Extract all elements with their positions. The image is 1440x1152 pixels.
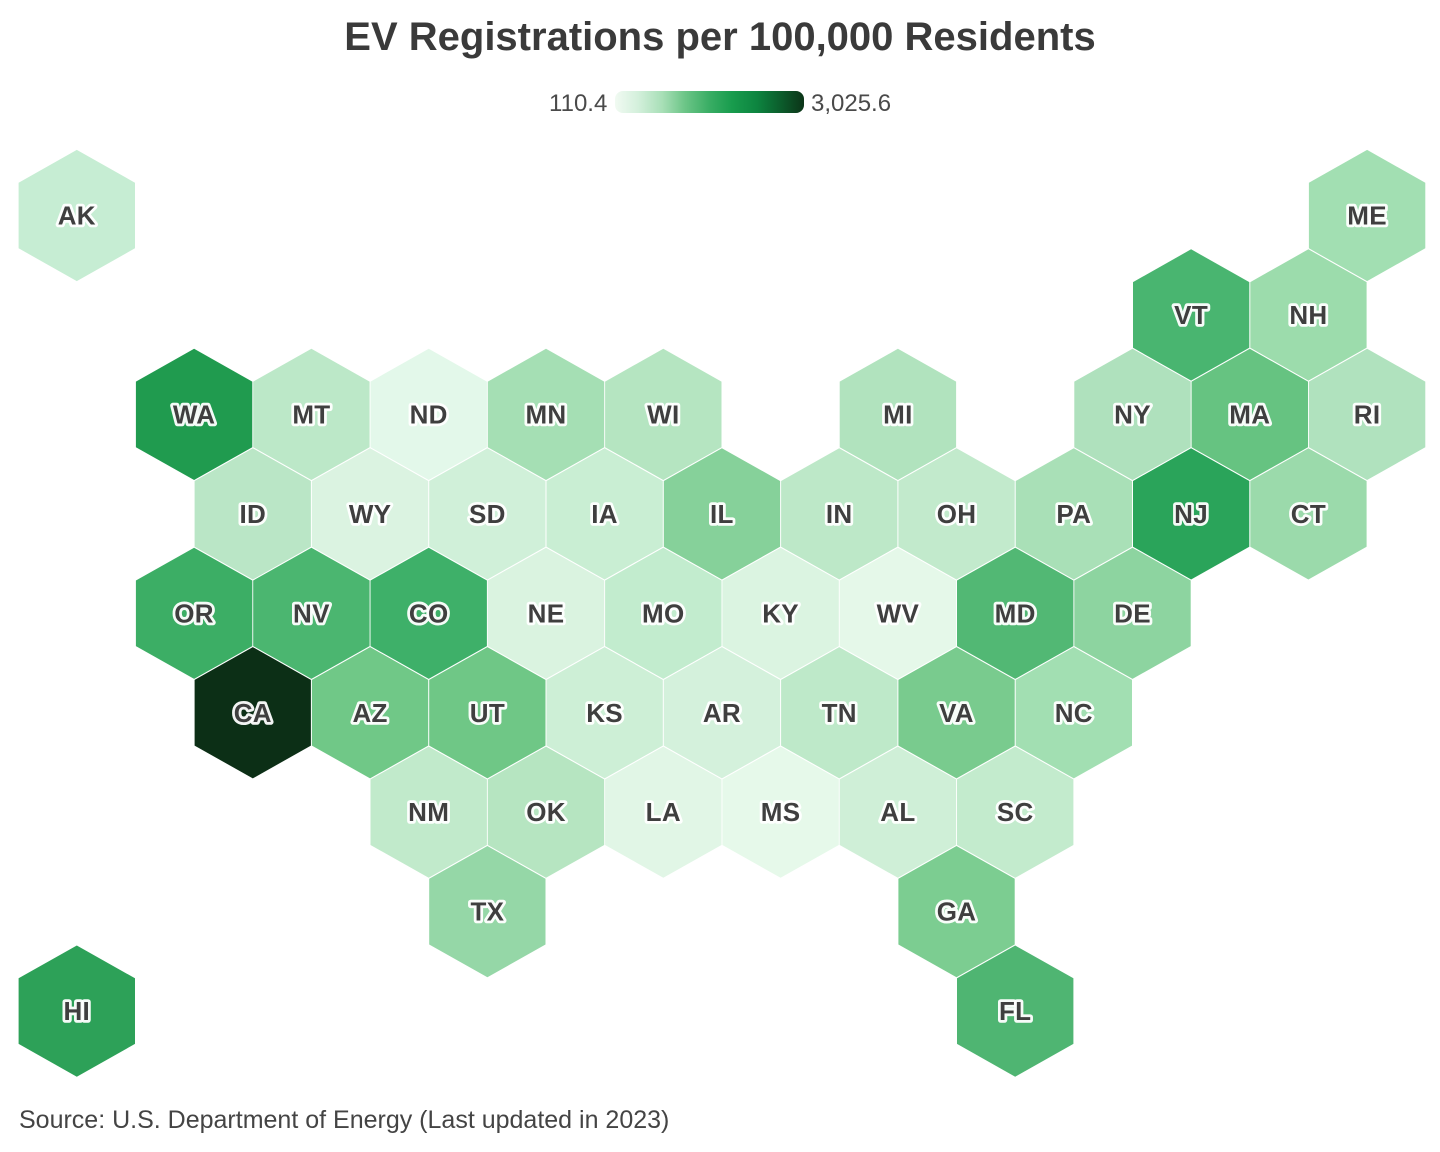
svg-text:IA: IA — [591, 499, 618, 529]
svg-text:FL: FL — [999, 996, 1031, 1026]
svg-text:MN: MN — [525, 399, 566, 429]
svg-text:CO: CO — [409, 598, 449, 628]
svg-text:AK: AK — [58, 201, 96, 231]
svg-text:KS: KS — [586, 698, 623, 728]
svg-text:IL: IL — [710, 499, 734, 529]
svg-text:KY: KY — [762, 598, 799, 628]
svg-text:TX: TX — [470, 897, 504, 927]
svg-text:UT: UT — [470, 698, 505, 728]
svg-text:MI: MI — [883, 399, 912, 429]
svg-text:SD: SD — [469, 499, 506, 529]
svg-text:MD: MD — [995, 598, 1036, 628]
svg-text:ID: ID — [239, 499, 266, 529]
svg-text:WY: WY — [349, 499, 391, 529]
svg-text:WA: WA — [173, 399, 215, 429]
svg-text:OH: OH — [937, 499, 977, 529]
svg-text:DE: DE — [1114, 598, 1151, 628]
svg-text:NH: NH — [1289, 300, 1327, 330]
svg-text:WV: WV — [877, 598, 920, 628]
svg-text:SC: SC — [997, 797, 1034, 827]
svg-text:MT: MT — [292, 399, 330, 429]
svg-text:VT: VT — [1174, 300, 1208, 330]
svg-text:VA: VA — [939, 698, 974, 728]
svg-text:CT: CT — [1291, 499, 1326, 529]
svg-text:OR: OR — [174, 598, 214, 628]
svg-text:LA: LA — [646, 797, 681, 827]
svg-text:MA: MA — [1229, 399, 1270, 429]
svg-text:MS: MS — [761, 797, 801, 827]
svg-text:NJ: NJ — [1174, 499, 1208, 529]
svg-text:IN: IN — [826, 499, 853, 529]
svg-text:CA: CA — [234, 698, 272, 728]
svg-text:NV: NV — [293, 598, 330, 628]
svg-text:AR: AR — [703, 698, 741, 728]
svg-text:ME: ME — [1347, 201, 1387, 231]
svg-text:PA: PA — [1056, 499, 1091, 529]
svg-text:AZ: AZ — [352, 698, 387, 728]
svg-text:GA: GA — [937, 897, 977, 927]
svg-text:NE: NE — [528, 598, 565, 628]
svg-text:ND: ND — [410, 399, 448, 429]
svg-text:NY: NY — [1114, 399, 1151, 429]
svg-text:OK: OK — [526, 797, 566, 827]
svg-text:RI: RI — [1354, 399, 1381, 429]
svg-text:HI: HI — [63, 996, 90, 1026]
svg-text:NC: NC — [1055, 698, 1093, 728]
svg-text:WI: WI — [647, 399, 679, 429]
svg-text:MO: MO — [642, 598, 684, 628]
svg-text:TN: TN — [822, 698, 857, 728]
svg-text:AL: AL — [880, 797, 915, 827]
svg-text:NM: NM — [408, 797, 449, 827]
